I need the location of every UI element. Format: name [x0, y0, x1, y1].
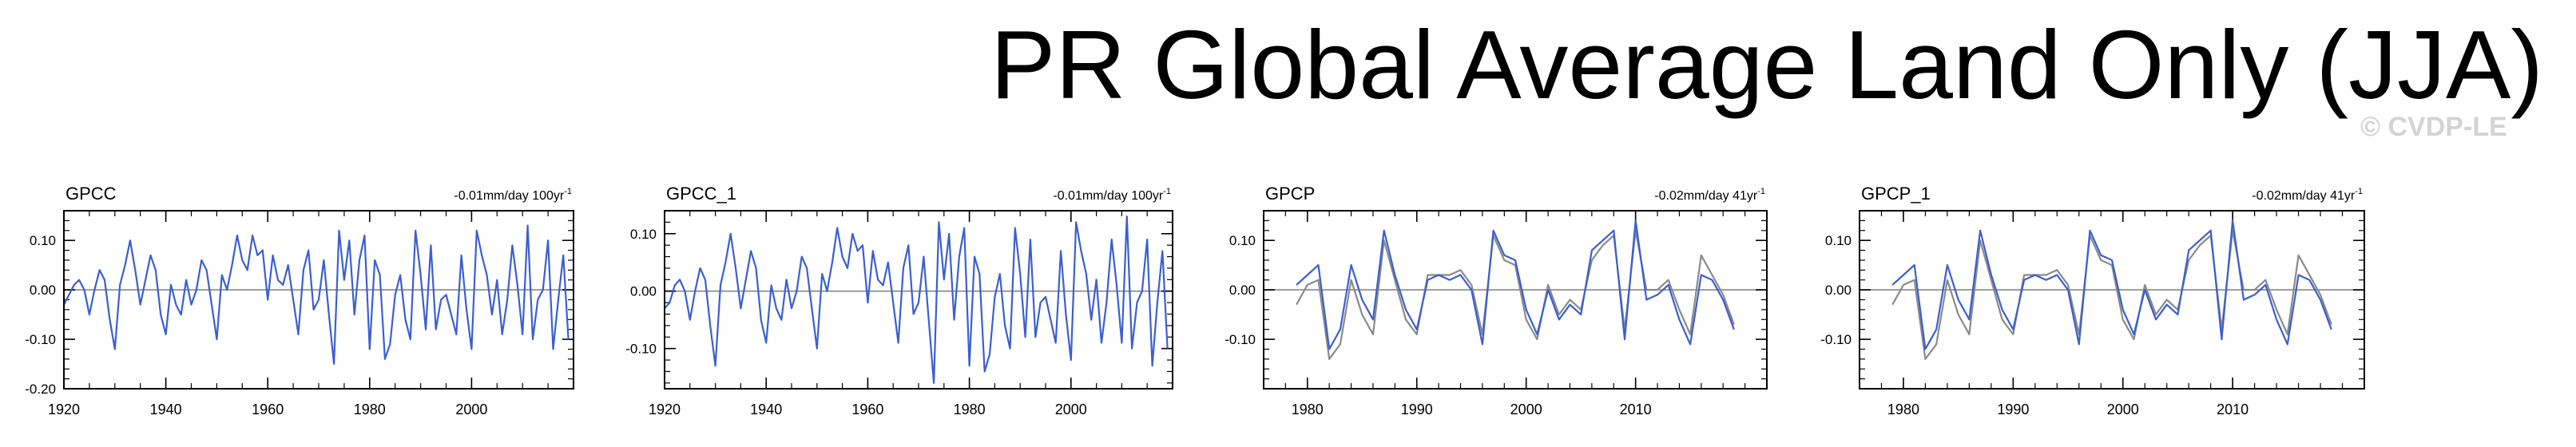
- y-tick-label: -0.10: [1224, 332, 1256, 347]
- watermark: © CVDP-LE: [2360, 112, 2507, 142]
- y-tick-label: -0.10: [1820, 332, 1852, 347]
- panel-title: GPCP: [1265, 184, 1315, 204]
- x-tick-label: 2000: [1510, 402, 1542, 417]
- series-line: [1891, 220, 2332, 350]
- x-tick-label: 1980: [1887, 402, 1919, 417]
- y-tick-label: 0.00: [1229, 283, 1256, 298]
- chart-panel-1: 1920 1940 1960 1980 2000 0.10 0.00 -0.10 -0.20 GP…: [25, 184, 574, 417]
- x-tick-label: 1980: [354, 402, 386, 417]
- x-tick-label: 1980: [954, 402, 986, 417]
- panel-title: GPCP_1: [1861, 184, 1931, 204]
- trend-annotation: -0.01mm/day 100yr-1: [1053, 187, 1171, 203]
- series-line: [63, 224, 570, 366]
- page-title: PR Global Average Land Only (JJA): [990, 10, 2543, 119]
- x-tick-label: 1990: [1401, 402, 1433, 417]
- chart-panel-4: 1980 1990 2000 2010 0.10 0.00 -0.10 GPCP_1 -0.02…: [1820, 184, 2365, 417]
- y-tick-label: -0.10: [625, 342, 657, 357]
- x-tick-label: 1990: [1997, 402, 2029, 417]
- trend-annotation: -0.02mm/day 41yr-1: [1654, 187, 1765, 203]
- x-tick-label: 1960: [252, 402, 284, 417]
- series-line: [1296, 220, 1735, 350]
- plot-frame: [63, 210, 574, 390]
- series-line: [664, 216, 1169, 384]
- y-tick-label: 0.00: [630, 284, 657, 299]
- trend-annotation: -0.02mm/day 41yr-1: [2252, 187, 2363, 203]
- panel-title: GPCC_1: [666, 184, 736, 204]
- x-tick-label: 2000: [2107, 402, 2139, 417]
- trend-annotation: -0.01mm/day 100yr-1: [454, 187, 572, 203]
- y-tick-label: 0.10: [1825, 233, 1852, 248]
- trend-exponent: -1: [1757, 187, 1765, 196]
- x-tick-label: 1940: [750, 402, 782, 417]
- panel-title: GPCC: [65, 184, 117, 204]
- series-line: [1891, 229, 2332, 360]
- y-tick-label: 0.10: [1229, 233, 1256, 248]
- x-tick-label: 2000: [455, 402, 487, 417]
- chart-panel-2: 1920 1940 1960 1980 2000 0.10 0.00 -0.10 GPCC_1 -…: [625, 184, 1173, 417]
- x-tick-label: 1940: [150, 402, 182, 417]
- trend-exponent: -1: [1163, 187, 1171, 196]
- x-tick-label: 2000: [1055, 402, 1087, 417]
- x-tick-label: 1980: [1292, 402, 1324, 417]
- y-tick-label: 0.10: [630, 227, 657, 242]
- y-tick-label: 0.00: [30, 283, 56, 298]
- x-tick-label: 2010: [2217, 402, 2249, 417]
- plot-frame: [1859, 210, 2365, 390]
- y-tick-label: -0.20: [25, 382, 56, 397]
- trend-exponent: -1: [2355, 187, 2363, 196]
- plot-frame: [664, 210, 1173, 390]
- plot-frame: [1263, 210, 1768, 390]
- x-tick-label: 1920: [649, 402, 681, 417]
- series-line: [1296, 229, 1735, 360]
- y-tick-label: -0.10: [25, 332, 56, 347]
- trend-exponent: -1: [564, 187, 572, 196]
- chart-panel-3: 1980 1990 2000 2010 0.10 0.00 -0.10 GPCP -0.02mm…: [1224, 184, 1768, 417]
- y-tick-label: 0.00: [1825, 283, 1852, 298]
- y-tick-label: 0.10: [30, 233, 56, 248]
- x-tick-label: 2010: [1620, 402, 1652, 417]
- x-tick-label: 1920: [48, 402, 80, 417]
- x-tick-label: 1960: [851, 402, 883, 417]
